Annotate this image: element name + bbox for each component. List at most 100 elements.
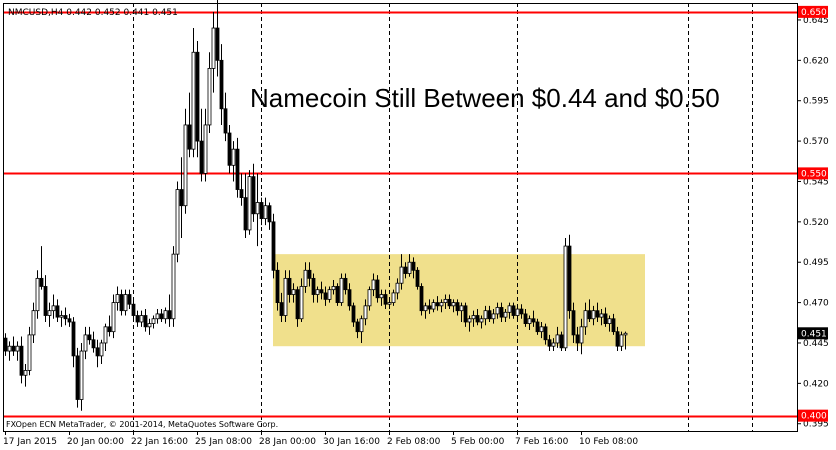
- candle-body: [443, 298, 448, 304]
- candle-body: [415, 269, 420, 287]
- candle-body: [123, 294, 128, 312]
- candle: [279, 292, 284, 322]
- candle-body: [331, 286, 336, 291]
- candle: [427, 299, 432, 314]
- candle: [615, 326, 620, 352]
- candle: [315, 286, 320, 303]
- candle: [335, 283, 340, 306]
- candle: [239, 173, 244, 206]
- candle-body: [611, 318, 616, 333]
- price-level-labels: 0.650 0.550 0.400 0.451: [798, 5, 828, 422]
- candle-body: [95, 347, 100, 357]
- candle: [415, 267, 420, 290]
- candle-body: [543, 326, 548, 341]
- candle-body: [247, 176, 252, 231]
- chart-title: Namecoin Still Between $0.44 and $0.50: [250, 83, 720, 113]
- candle-body: [619, 334, 624, 347]
- candles-layer: [3, 0, 628, 411]
- candle-body: [455, 302, 460, 312]
- candle: [159, 309, 164, 322]
- candle-body: [499, 307, 504, 318]
- candle: [287, 270, 292, 303]
- candle-body: [211, 27, 216, 69]
- candle-body: [479, 318, 484, 323]
- candle-body: [187, 124, 192, 150]
- candle-body: [623, 332, 628, 336]
- candle: [207, 52, 212, 134]
- candle: [551, 338, 556, 352]
- candle: [295, 286, 300, 327]
- candle: [535, 318, 540, 335]
- candle-body: [527, 318, 532, 324]
- y-tick-label: 0.420: [803, 379, 829, 389]
- candle: [227, 124, 232, 174]
- candle-body: [7, 345, 12, 352]
- candle: [95, 339, 100, 368]
- x-tick-label: 7 Feb 16:00: [515, 437, 569, 447]
- candle: [319, 281, 324, 300]
- x-tick-label: 25 Jan 08:00: [195, 437, 252, 447]
- candle: [459, 302, 464, 322]
- candle-body: [71, 321, 76, 357]
- candle: [303, 262, 308, 293]
- candle-body: [323, 292, 328, 300]
- candle-body: [435, 302, 440, 307]
- candle-body: [375, 279, 380, 299]
- y-tick-label: 0.445: [803, 339, 829, 349]
- candle-body: [343, 277, 348, 291]
- candle-body: [67, 318, 72, 323]
- candle-body: [547, 339, 552, 347]
- candle: [587, 299, 592, 322]
- candle-body: [127, 294, 132, 305]
- candle-body: [407, 261, 412, 274]
- candle-body: [175, 189, 180, 255]
- candle: [467, 315, 472, 332]
- candle: [571, 302, 576, 343]
- candle: [423, 302, 428, 319]
- candle: [455, 299, 460, 316]
- candle: [607, 315, 612, 332]
- candle-body: [411, 261, 416, 271]
- candle-body: [399, 266, 404, 284]
- candle: [559, 331, 564, 352]
- current-price-tag-bg: [798, 327, 828, 340]
- candle-body: [183, 124, 188, 207]
- candle: [179, 157, 184, 238]
- x-tick-label: 2 Feb 08:00: [387, 437, 441, 447]
- candle: [99, 339, 104, 364]
- candle: [591, 305, 596, 326]
- candle-body: [483, 310, 488, 320]
- candle: [259, 197, 264, 226]
- candle: [351, 302, 356, 327]
- candle: [211, 11, 216, 93]
- candle-body: [139, 315, 144, 323]
- candle-body: [387, 302, 392, 305]
- candle-body: [507, 305, 512, 313]
- candle-body: [107, 326, 112, 333]
- candle-body: [451, 302, 456, 307]
- candle-body: [463, 305, 468, 323]
- candle-body: [303, 269, 308, 287]
- price-levels-layer: [3, 11, 797, 418]
- candle: [363, 299, 368, 326]
- candle-body: [355, 321, 360, 333]
- candle-body: [351, 305, 356, 323]
- candle: [479, 315, 484, 329]
- y-tick-label: 0.545: [803, 177, 829, 187]
- candle: [271, 213, 276, 279]
- candle: [43, 275, 48, 322]
- candle-body: [235, 148, 240, 190]
- candle-body: [287, 277, 292, 295]
- candle-body: [135, 315, 140, 323]
- candle-body: [495, 307, 500, 315]
- candle: [235, 137, 240, 198]
- candle: [127, 289, 132, 310]
- candle: [51, 294, 56, 319]
- candle-body: [419, 286, 424, 312]
- candle-body: [295, 289, 300, 320]
- candle-body: [383, 294, 388, 305]
- candle: [331, 279, 336, 295]
- candle: [39, 246, 44, 290]
- level-price-tag-text: 0.650: [801, 8, 827, 18]
